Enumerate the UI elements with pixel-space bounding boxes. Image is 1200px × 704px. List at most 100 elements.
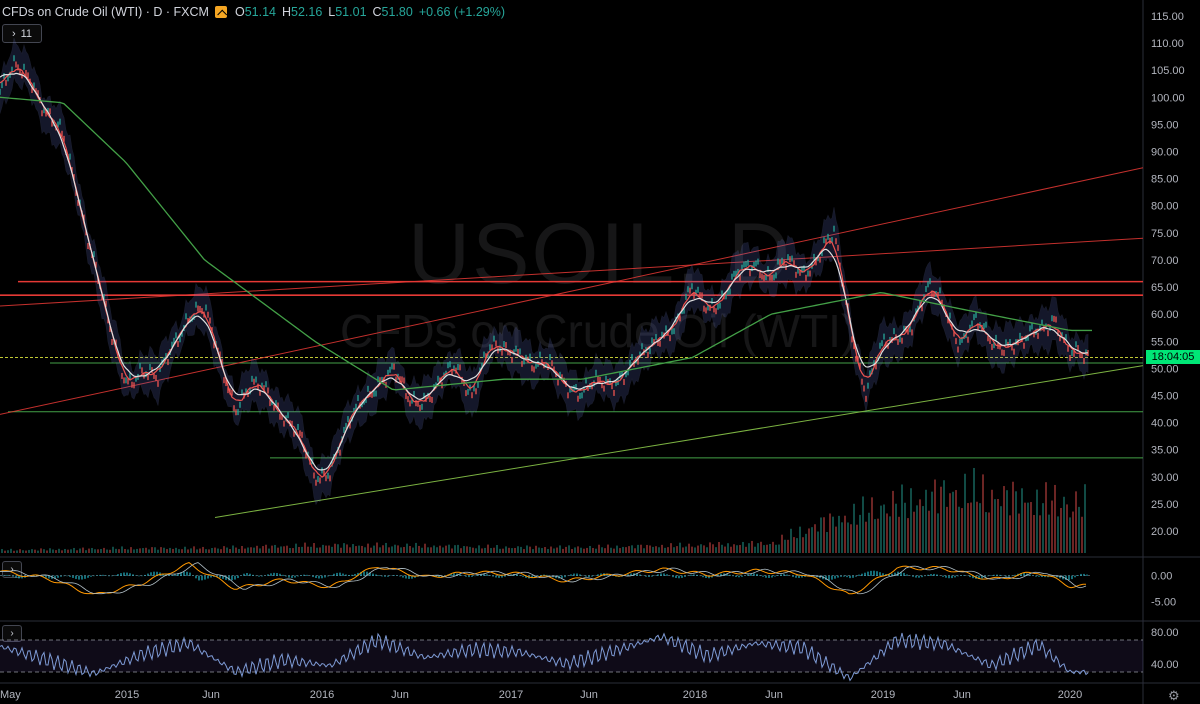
volume-bar [829, 513, 831, 553]
volume-bar [991, 489, 993, 553]
macd-histogram-bar [276, 573, 278, 576]
volume-bar [247, 547, 249, 553]
volume-bar [637, 544, 639, 553]
volume-bar [1018, 513, 1020, 553]
volume-bar [106, 549, 108, 553]
macd-histogram-bar [798, 575, 800, 578]
symbol-title[interactable]: CFDs on Crude Oil (WTI) · D · FXCM [2, 5, 209, 19]
macd-histogram-bar [153, 571, 155, 576]
macd-histogram-bar [483, 574, 485, 576]
volume-bar [7, 550, 9, 553]
gear-icon[interactable]: ⚙ [1168, 688, 1180, 703]
macd-histogram-bar [525, 575, 527, 578]
volume-bar [808, 528, 810, 553]
macd-histogram-bar [201, 575, 203, 581]
volume-bar [376, 542, 378, 553]
volume-bar [484, 547, 486, 553]
macd-histogram-bar [342, 573, 344, 576]
macd-histogram-bar [1056, 575, 1058, 578]
volume-bar [175, 547, 177, 553]
macd-histogram-bar [831, 575, 833, 580]
volume-bar [835, 526, 837, 553]
volume-bar [412, 547, 414, 553]
macd-histogram-bar [888, 574, 890, 576]
volume-bar [73, 547, 75, 553]
macd-pane-toggle-button[interactable]: › [2, 561, 22, 578]
macd-histogram-bar [1008, 575, 1010, 577]
macd-histogram-bar [1068, 575, 1070, 581]
macd-histogram-bar [750, 573, 752, 576]
volume-bar [67, 549, 69, 553]
macd-histogram-bar [849, 575, 851, 579]
volume-bar [943, 480, 945, 553]
macd-histogram-bar [783, 574, 785, 576]
macd-histogram-bar [414, 575, 416, 578]
macd-histogram-bar [996, 574, 998, 576]
volume-bar [43, 549, 45, 553]
volume-bar [694, 547, 696, 553]
volume-bar [1060, 507, 1062, 553]
volume-bar [523, 549, 525, 553]
macd-histogram-bar [249, 573, 251, 576]
volume-bar [613, 548, 615, 553]
volume-bar [559, 545, 561, 553]
volume-bar [700, 544, 702, 553]
volume-bar [889, 516, 891, 553]
indicators-toggle-button[interactable]: › 11 [2, 24, 42, 43]
volume-bar [118, 549, 120, 553]
macd-histogram-bar [459, 574, 461, 576]
chart-header: CFDs on Crude Oil (WTI) · D · FXCM O51.1… [2, 3, 505, 21]
volume-bar [310, 546, 312, 553]
price-tick-label: 55.00 [1151, 336, 1179, 348]
volume-bar [76, 550, 78, 553]
volume-bar [325, 545, 327, 553]
macd-histogram-bar [933, 573, 935, 576]
volume-bar [1027, 502, 1029, 553]
volume-bar [160, 547, 162, 553]
volume-bar [640, 544, 642, 553]
macd-histogram-bar [903, 572, 905, 576]
volume-bar [265, 544, 267, 553]
volume-bar [1078, 506, 1080, 553]
price-tick-label: 35.00 [1151, 445, 1179, 457]
volume-bar [1084, 484, 1086, 553]
macd-histogram-bar [813, 575, 815, 577]
macd-histogram-bar [294, 575, 296, 578]
macd-histogram-bar [801, 575, 803, 578]
macd-histogram-bar [186, 571, 188, 576]
macd-histogram-bar [375, 574, 377, 576]
rsi-pane-toggle-button[interactable]: › [2, 625, 22, 642]
volume-bar [508, 547, 510, 553]
macd-histogram-bar [174, 574, 176, 576]
volume-bar [379, 547, 381, 553]
volume-bar [424, 543, 426, 553]
volume-bar [286, 545, 288, 553]
time-tick-label: 2016 [310, 689, 334, 701]
rsi-band [0, 640, 1143, 672]
volume-bar [115, 548, 117, 553]
macd-histogram-bar [177, 573, 179, 576]
macd-histogram-bar [270, 573, 272, 576]
volume-bar [199, 548, 201, 553]
volume-bar [934, 479, 936, 553]
macd-histogram-bar [105, 575, 107, 576]
volume-bar [988, 512, 990, 553]
macd-histogram-bar [90, 575, 92, 577]
macd-histogram-bar [924, 575, 926, 577]
macd-histogram-bar [1005, 575, 1007, 577]
macd-histogram-bar [873, 570, 875, 576]
macd-histogram-bar [330, 575, 332, 576]
macd-histogram-bar [963, 575, 965, 576]
macd-histogram-bar [900, 571, 902, 576]
volume-bar [232, 545, 234, 553]
macd-histogram-bar [354, 573, 356, 576]
macd-histogram-bar [981, 575, 983, 579]
volume-bar [982, 474, 984, 553]
macd-histogram-bar [960, 575, 962, 576]
macd-histogram-bar [132, 574, 134, 576]
macd-histogram-bar [129, 573, 131, 576]
volume-bar [697, 545, 699, 553]
volume-bar [16, 550, 18, 553]
